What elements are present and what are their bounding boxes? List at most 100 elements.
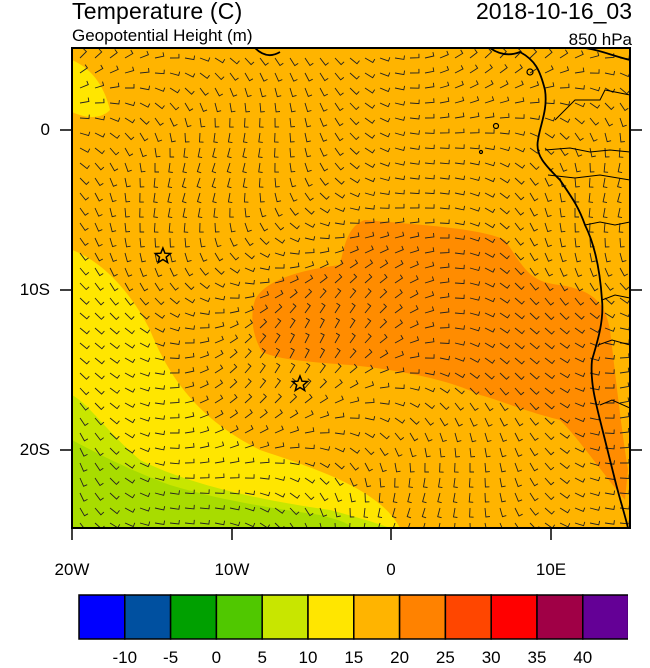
wind-barb <box>469 463 474 473</box>
wind-barb <box>574 507 586 512</box>
wind-barb <box>244 393 253 404</box>
wind-barb <box>529 162 540 171</box>
wind-barb <box>259 291 270 299</box>
wind-barb <box>319 162 329 172</box>
wind-barb <box>619 132 625 143</box>
wind-barb <box>454 160 465 165</box>
wind-barb <box>379 217 390 224</box>
wind-barb <box>379 190 390 196</box>
wind-barb <box>349 206 361 211</box>
wind-barb <box>334 259 344 269</box>
wind-barb <box>379 447 389 457</box>
wind-barb <box>79 237 89 247</box>
wind-barb <box>349 57 360 65</box>
wind-barb <box>319 288 327 299</box>
wind-barb <box>529 237 539 247</box>
wind-barb <box>94 98 105 104</box>
wind-barb <box>259 362 266 374</box>
wind-barb <box>319 132 328 142</box>
wind-barb <box>589 51 600 59</box>
wind-barb <box>214 441 225 449</box>
wind-barb <box>514 64 523 74</box>
wind-barb <box>334 192 346 199</box>
wind-barb <box>499 192 510 200</box>
wind-barb <box>304 444 315 450</box>
wind-barb <box>468 477 474 488</box>
wind-barb <box>154 102 165 110</box>
wind-barb <box>559 507 571 514</box>
wind-barb <box>94 48 103 59</box>
wind-barb <box>469 281 481 286</box>
wind-barb <box>589 491 601 497</box>
wind-barb <box>169 117 178 127</box>
wind-barb <box>334 147 344 157</box>
wind-barb <box>589 117 600 126</box>
wind-barb <box>559 297 569 306</box>
wind-barb <box>184 117 192 128</box>
wind-barb <box>604 237 610 248</box>
wind-barb <box>514 477 522 488</box>
wind-barb <box>259 117 264 128</box>
wind-barb <box>424 232 435 239</box>
wind-barb <box>199 102 208 112</box>
wind-barb <box>499 417 508 427</box>
wind-barb <box>514 417 524 427</box>
wind-barb <box>484 492 490 503</box>
wind-barb <box>169 147 175 158</box>
wind-barb <box>559 282 569 292</box>
wind-barb <box>154 415 165 420</box>
wind-barb <box>604 132 612 143</box>
wind-barb <box>544 477 555 486</box>
station-star-1 <box>153 245 173 265</box>
wind-barb <box>514 207 525 216</box>
wind-barb <box>437 492 442 504</box>
wind-barb <box>544 132 556 139</box>
wind-barb <box>364 117 375 124</box>
wind-barb <box>184 87 195 95</box>
wind-barb <box>574 162 581 173</box>
wind-barb <box>289 303 297 314</box>
wind-barb <box>406 507 412 519</box>
wind-barb <box>439 50 449 59</box>
wind-barb <box>424 51 435 59</box>
wind-barb <box>199 132 204 143</box>
wind-barb <box>619 382 630 389</box>
wind-barb <box>214 102 222 113</box>
wind-barb <box>184 132 190 143</box>
wind-barb <box>184 396 195 404</box>
wind-barb <box>79 417 89 427</box>
wind-barb <box>304 522 308 528</box>
wind-barb <box>349 192 361 198</box>
wind-barb <box>574 417 586 423</box>
wind-barb <box>424 462 429 473</box>
wind-barb <box>213 132 218 143</box>
wind-barb <box>529 81 540 89</box>
wind-barb <box>139 447 151 453</box>
wind-barb <box>454 387 465 395</box>
wind-barb <box>169 413 180 419</box>
wind-barb <box>214 87 224 97</box>
wind-barb <box>94 312 105 320</box>
wind-barb <box>139 477 151 483</box>
wind-barb <box>619 367 630 374</box>
wind-barb <box>139 327 151 334</box>
wind-barb <box>184 427 195 434</box>
wind-barb <box>199 87 209 96</box>
wind-barb <box>319 247 330 254</box>
wind-barb <box>394 289 403 299</box>
wind-barb <box>154 327 166 333</box>
wind-barb <box>211 162 217 174</box>
wind-barb <box>259 252 271 258</box>
wind-barb <box>394 319 404 329</box>
wind-barb <box>79 147 91 153</box>
wind-barb <box>124 147 134 157</box>
colorbar-label: 30 <box>481 648 501 667</box>
wind-barb <box>349 219 360 224</box>
wind-barb <box>229 117 234 128</box>
wind-barb <box>319 317 325 329</box>
wind-barb <box>379 432 390 440</box>
wind-barb <box>544 207 552 218</box>
wind-barb <box>109 65 119 74</box>
wind-barb <box>124 222 131 233</box>
colorbar-swatch <box>307 594 355 640</box>
